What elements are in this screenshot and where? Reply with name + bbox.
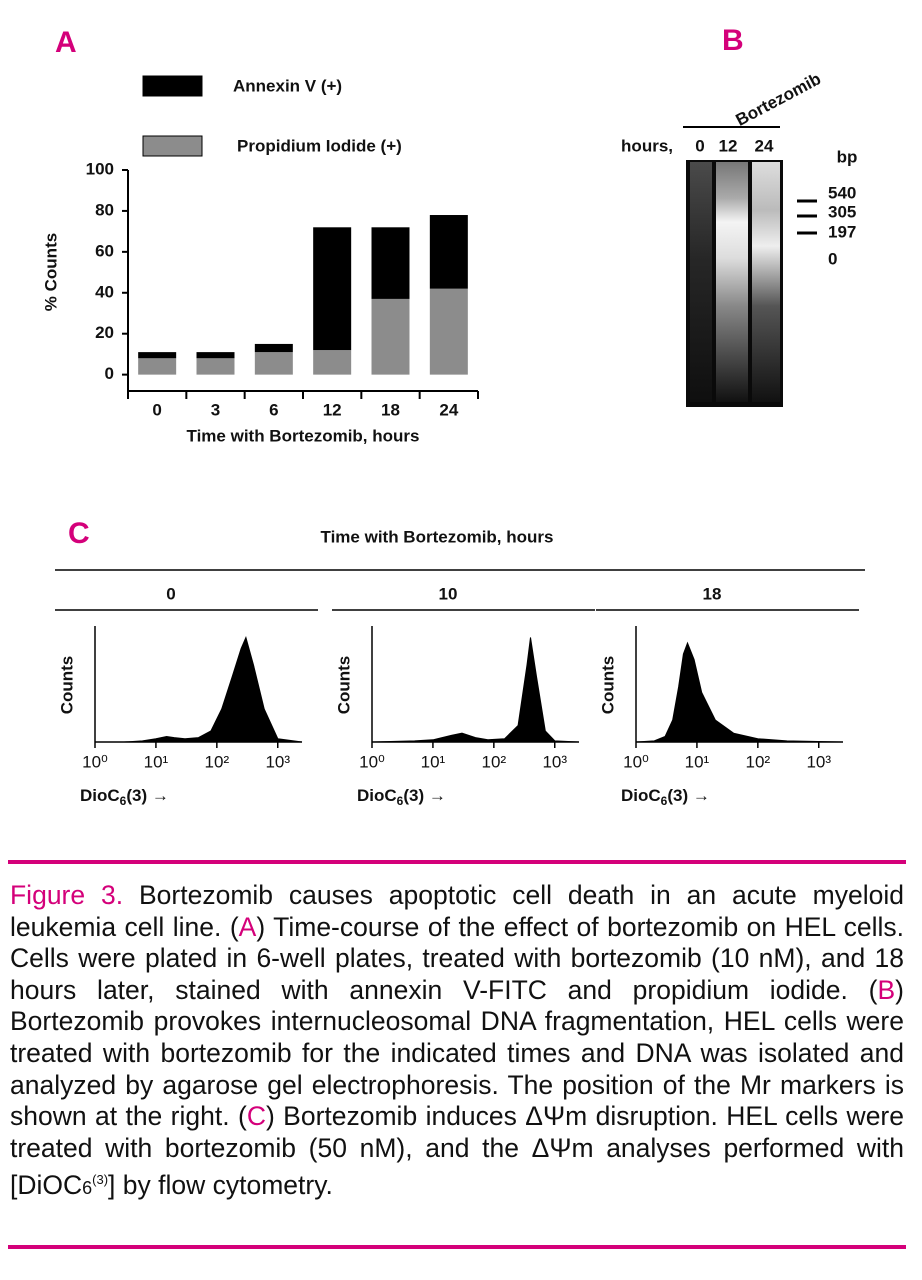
x-tick-label: 10³ [542,752,567,771]
histogram-area [95,636,303,743]
x-tick-label: 10² [746,752,771,771]
lane-label: 24 [755,136,774,155]
x-tick-label: 10⁰ [623,752,649,771]
bar-segment [196,358,235,375]
caption-figure-label: Figure 3. [10,880,124,910]
x-axis-title: DioC6(3) → [621,786,710,808]
caption: Figure 3. Bortezomib causes apoptotic ce… [10,880,904,1205]
y-tick-label: 20 [95,323,114,342]
panel-label: B [722,24,744,57]
bar-segment [138,352,177,359]
histogram-area [635,641,844,743]
panel-label: C [68,517,90,550]
x-axis-title-part: (3) → [403,786,446,805]
bar-segment [313,227,352,351]
histogram-title: 10 [439,584,458,603]
lane-label: 0 [695,136,704,155]
x-axis-title-part: DioC [357,786,397,805]
figure: A B C Bortezomib hours, 0 12 24 bp 540 3… [41,24,865,808]
x-tick-label: 10¹ [421,752,446,771]
bar-segment [371,298,410,375]
x-tick-label: 6 [269,400,278,419]
caption-rule [8,1245,906,1249]
x-tick-label: 10⁰ [359,752,385,771]
gel-lane [752,162,780,402]
y-tick-label: 80 [95,200,114,219]
legend-label: Annexin V (+) [233,76,342,95]
caption-panel-ref: A [238,911,257,942]
panel-label: A [55,26,77,59]
x-axis-title: Time with Bortezomib, hours [187,426,420,445]
hours-label: hours, [621,136,673,155]
bar-segment [254,343,293,353]
caption-rule [8,860,906,864]
x-tick-label: 10³ [806,752,831,771]
histogram-title: 18 [703,584,722,603]
x-axis-title-sub: 6 [661,794,668,808]
y-axis-title: Counts [334,656,353,715]
bar-segment [429,288,468,375]
x-axis-title-sub: 6 [120,794,127,808]
x-tick-label: 10² [205,752,230,771]
histogram-title: 0 [166,584,175,603]
caption-subscript: 6 [82,1178,93,1199]
bar-segment [196,352,235,359]
caption-text: ) Bortezomib induces ΔΨm disruption. HEL… [10,1101,905,1201]
x-tick-label: 12 [323,400,342,419]
y-axis-title: Counts [57,656,76,715]
bar-segment [138,358,177,375]
marker-label: 197 [828,222,856,241]
y-tick-label: 0 [105,364,114,383]
panel-c-title: Time with Bortezomib, hours [321,527,554,546]
caption-text: ) Bortezomib provokes internucleosomal D… [10,974,904,1132]
x-tick-label: 10⁰ [82,752,108,771]
x-tick-label: 18 [381,400,400,419]
marker-label: 305 [828,202,856,221]
x-tick-label: 10¹ [685,752,710,771]
bar-segment [371,227,410,299]
x-axis-title-part: DioC [621,786,661,805]
x-tick-label: 3 [211,400,220,419]
caption-panel-ref: B [877,974,896,1005]
lane-label: 12 [719,136,738,155]
x-axis-title-part: DioC [80,786,120,805]
x-axis-title-part: (3) → [667,786,710,805]
histogram-area [371,637,580,743]
legend-swatch [142,135,203,157]
x-axis-title: DioC6(3) → [357,786,446,808]
x-tick-label: 10¹ [144,752,169,771]
caption-text: ) Time-course of the effect of bortezomi… [10,911,905,1005]
marker-label: 540 [828,183,856,202]
x-axis-title-sub: 6 [397,794,404,808]
x-tick-label: 0 [152,400,161,419]
y-axis-title: % Counts [41,233,60,311]
y-axis-title: Counts [598,656,617,715]
caption-panel-ref: C [246,1101,266,1132]
gel-treatment: Bortezomib [733,69,824,130]
bar-segment [313,350,352,375]
x-tick-label: 10² [482,752,507,771]
x-tick-label: 24 [439,400,458,419]
unit-label: bp [837,147,858,166]
x-axis-title: DioC6(3) → [80,786,169,808]
bar-segment [429,215,468,289]
marker-label: 0 [828,249,837,268]
y-tick-label: 100 [86,159,114,178]
caption-text: ] by flow cytometry. [108,1170,333,1201]
x-axis-title-part: (3) → [126,786,169,805]
legend-swatch [142,75,203,97]
legend-label: Propidium Iodide (+) [237,136,402,155]
gel-lane [716,162,748,402]
caption-superscript: (3) [92,1172,109,1188]
y-tick-label: 60 [95,241,114,260]
x-tick-label: 10³ [265,752,290,771]
y-tick-label: 40 [95,282,114,301]
bar-segment [254,352,293,375]
gel-lane [690,162,712,402]
caption-text: Bortezomib causes apoptotic cell death i… [10,880,904,942]
